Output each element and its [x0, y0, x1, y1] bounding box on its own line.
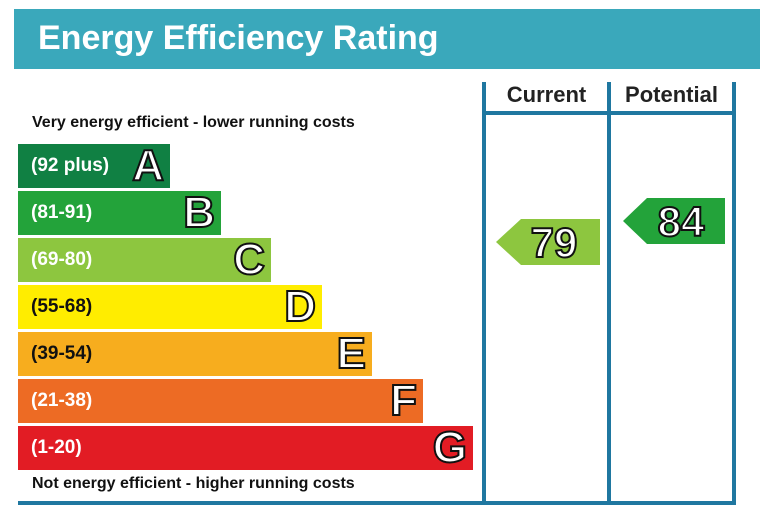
title-bar: Energy Efficiency Rating — [14, 9, 760, 69]
band-g: (1-20) G — [18, 423, 473, 473]
band-f: (21-38) F — [18, 376, 423, 426]
bottom-caption: Not energy efficient - higher running co… — [32, 475, 355, 492]
band-range-label: (39-54) — [31, 343, 93, 364]
band-range-label: (81-91) — [31, 202, 93, 223]
band-c: (69-80) C — [18, 235, 271, 285]
band-letter: B — [182, 188, 216, 238]
potential-column-header: Potential — [625, 82, 718, 107]
current-rating-value: 79 — [531, 219, 578, 266]
divider-mid — [607, 82, 611, 504]
band-letter: F — [389, 376, 418, 426]
band-letter: D — [283, 282, 317, 332]
band-range-label: (21-38) — [31, 390, 93, 411]
band-range-label: (1-20) — [31, 437, 82, 458]
band-d: (55-68) D — [18, 282, 322, 332]
band-letter: G — [432, 423, 468, 473]
divider-right-potential — [732, 82, 736, 504]
band-letter: C — [232, 235, 266, 285]
top-caption: Very energy efficient - lower running co… — [32, 114, 355, 131]
band-letter: E — [336, 329, 367, 379]
divider-left-current — [482, 82, 486, 504]
band-a: (92 plus) A — [18, 141, 170, 191]
band-range-label: (92 plus) — [31, 155, 110, 176]
band-b: (81-91) B — [18, 188, 221, 238]
potential-rating-value: 84 — [658, 198, 705, 245]
current-arrow-shape — [496, 219, 600, 265]
band-range-label: (69-80) — [31, 249, 93, 270]
current-rating-arrow: 79 — [496, 218, 600, 267]
page-title: Energy Efficiency Rating — [38, 19, 439, 57]
band-e: (39-54) E — [18, 329, 372, 379]
divider-header-bottom — [482, 111, 736, 115]
potential-rating-arrow: 84 — [623, 198, 725, 246]
band-range-label: (55-68) — [31, 296, 93, 317]
current-column-header: Current — [506, 82, 587, 107]
divider-bottom — [18, 501, 736, 505]
band-letter: A — [131, 141, 165, 191]
potential-arrow-shape — [623, 198, 725, 244]
